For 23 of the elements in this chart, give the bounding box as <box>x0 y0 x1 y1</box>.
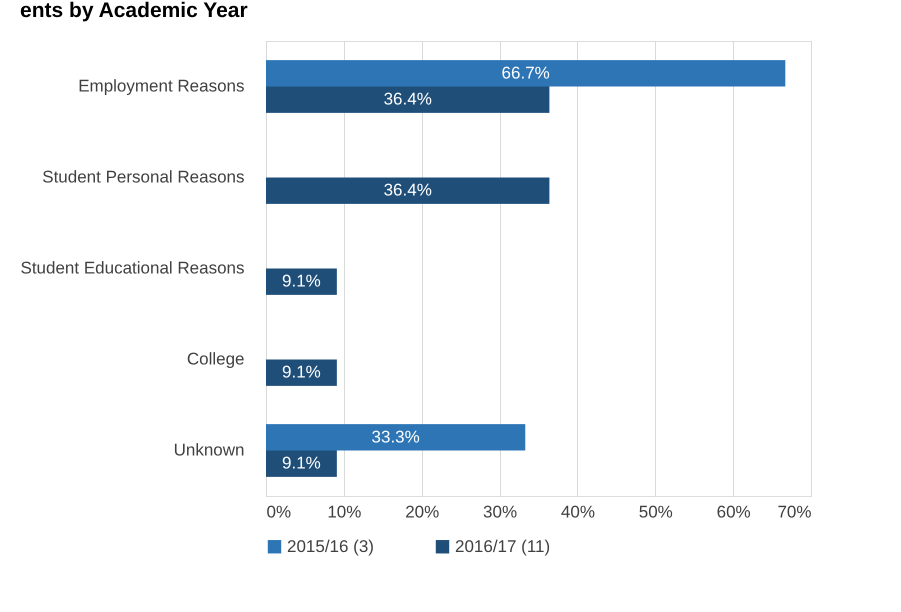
y-tick-label: Employment Reasons <box>78 76 244 96</box>
x-tick-label: 30% <box>483 502 518 522</box>
data-label: 9.1% <box>282 272 321 291</box>
y-tick-label: Student Personal Reasons <box>42 168 244 186</box>
y-tick-label: Unknown <box>174 440 244 460</box>
y-tick-label: College <box>186 350 244 368</box>
legend-label: 2015/16 (3) <box>287 536 374 556</box>
x-tick-label: 40% <box>560 502 595 522</box>
x-tick-label: 0% <box>266 502 292 522</box>
x-tick-label: 70% <box>777 502 812 522</box>
data-label: 9.1% <box>282 454 321 473</box>
data-label: 36.4% <box>384 180 432 200</box>
y-tick-label: Student Educational Reasons <box>20 258 244 278</box>
x-tick-label: 50% <box>638 502 673 522</box>
data-label: 9.1% <box>282 362 321 382</box>
x-tick-label: 10% <box>327 502 362 522</box>
data-label: 66.7% <box>502 63 550 82</box>
x-tick-label: 20% <box>405 502 440 522</box>
data-label: 36.4% <box>384 90 432 109</box>
data-label: 33.3% <box>372 427 420 446</box>
chart-title: ents by Academic Year <box>20 0 248 22</box>
legend-label: 2016/17 (11) <box>455 536 550 556</box>
x-tick-label: 60% <box>716 502 751 522</box>
